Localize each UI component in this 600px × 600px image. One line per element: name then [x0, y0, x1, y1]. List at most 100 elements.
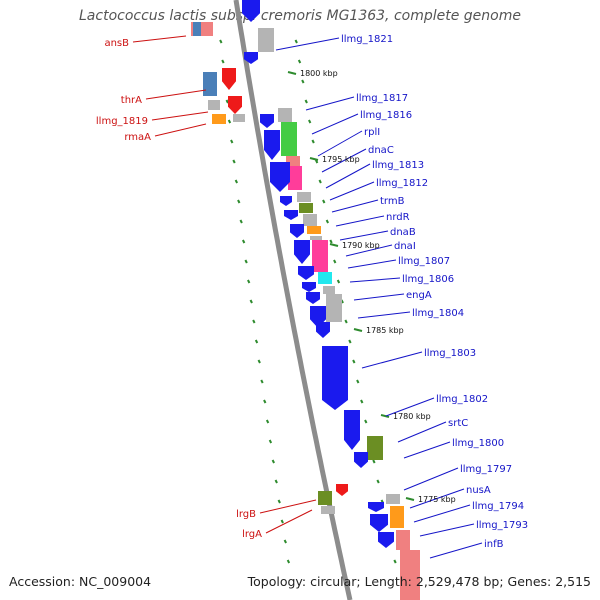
forward-leader-line	[321, 148, 367, 173]
forward-gene-label: llmg_1803	[424, 348, 476, 359]
reverse-leader-line	[154, 123, 207, 137]
reverse-gene-label: thrA	[121, 95, 142, 106]
forward-leader-line	[403, 467, 459, 491]
forward-leader-line	[409, 488, 465, 509]
gene-gray-block	[321, 506, 335, 514]
position-dash	[364, 419, 368, 424]
reverse-leader-line	[145, 89, 207, 100]
kbp-tick-label: 1790 kbp	[342, 241, 380, 250]
forward-gene-label: dnaC	[368, 145, 394, 156]
position-dash	[297, 59, 302, 64]
position-dash	[271, 459, 275, 464]
gene-salmon-block	[396, 530, 410, 550]
gene-red-arrow	[336, 484, 348, 496]
forward-gene-label: llmg_1802	[436, 394, 488, 405]
gene-salmon-block	[400, 550, 420, 600]
position-dash	[247, 279, 251, 284]
position-dash	[257, 359, 261, 364]
gene-gray-block	[323, 286, 335, 294]
topology-text: Topology: circular; Length: 2,529,478 bp…	[247, 574, 591, 589]
reverse-leader-line	[132, 35, 187, 43]
position-dash	[263, 399, 267, 404]
position-dash	[322, 199, 326, 204]
position-dash	[360, 399, 364, 404]
position-dash	[356, 379, 360, 384]
gene-pink-block	[288, 166, 302, 190]
position-dash	[283, 539, 287, 544]
forward-leader-line	[275, 37, 340, 51]
position-dash	[393, 559, 397, 564]
position-dash	[244, 259, 248, 264]
position-dash	[333, 259, 337, 264]
kbp-tick-label: 1775 kbp	[418, 495, 456, 504]
gene-gray-block	[326, 294, 342, 322]
gene-blue-arrow	[270, 162, 290, 192]
gene-steel-block	[203, 72, 217, 96]
gene-olive-block	[318, 491, 332, 505]
position-dash	[230, 139, 234, 144]
forward-leader-line	[329, 181, 375, 201]
position-dash	[372, 459, 376, 464]
kbp-tick-mark	[329, 243, 339, 247]
gene-blue-arrow	[306, 292, 320, 304]
position-dash	[274, 479, 278, 484]
gene-blue-arrow	[298, 266, 314, 280]
reverse-leader-line	[151, 111, 209, 121]
gene-blue-arrow	[284, 210, 298, 220]
forward-leader-line	[385, 397, 435, 417]
position-dash	[311, 139, 315, 144]
position-dash	[265, 419, 270, 424]
forward-gene-label: llmg_1812	[376, 178, 428, 189]
label-layer: 1800 kbp 1795 kbp 1790 kbp 1785 kbp 1780 kbp…	[96, 34, 528, 550]
reverse-leader-line	[259, 499, 317, 514]
leader-layer	[132, 35, 483, 559]
position-dash	[329, 239, 333, 244]
forward-gene-label: dnaI	[394, 241, 416, 252]
kbp-tick-label: 1785 kbp	[366, 326, 404, 335]
genome-title: Lactococcus lactis subsp. cremoris MG136…	[79, 8, 521, 24]
position-dash	[286, 559, 291, 564]
position-dash	[232, 159, 236, 164]
kbp-tick-mark	[287, 71, 297, 75]
forward-gene-label: infB	[484, 539, 504, 550]
gene-blue-arrow	[244, 52, 258, 64]
forward-leader-line	[429, 542, 483, 559]
forward-gene-label: llmg_1816	[360, 110, 412, 121]
forward-leader-line	[339, 230, 389, 241]
gene-blue-arrow	[344, 410, 360, 450]
forward-gene-label: nusA	[466, 485, 491, 496]
position-dash	[249, 299, 253, 304]
forward-gene-label: llmg_1813	[372, 160, 424, 171]
forward-leader-line	[349, 277, 401, 283]
reverse-leader-line	[265, 509, 313, 534]
gene-orange-block	[390, 506, 404, 528]
forward-leader-line	[345, 244, 393, 257]
gene-blue-arrow	[242, 0, 260, 22]
forward-gene-label: llmg_1793	[476, 520, 528, 531]
reverse-gene-label: llmg_1819	[96, 116, 148, 127]
kbp-tick-mark	[380, 414, 390, 418]
forward-gene-label: llmg_1804	[412, 308, 464, 319]
position-dash	[280, 519, 284, 524]
gene-salmon-block	[286, 156, 300, 166]
gene-olive-block	[299, 203, 313, 213]
forward-gene-label: trmB	[380, 196, 405, 207]
forward-leader-line	[353, 293, 405, 301]
position-dash	[344, 319, 348, 324]
position-dash	[227, 119, 232, 124]
reverse-gene-label: lrgA	[242, 529, 262, 540]
gene-gray-block	[303, 214, 317, 226]
gene-cyan-block	[318, 272, 332, 284]
reverse-gene-label: rmaA	[124, 132, 151, 143]
position-dash	[301, 79, 305, 84]
position-dash	[376, 479, 380, 484]
forward-leader-line	[397, 421, 447, 443]
forward-leader-line	[317, 130, 363, 157]
gene-blue-arrow	[370, 514, 388, 532]
gene-red-arrow	[222, 68, 236, 90]
kbp-tick-mark	[405, 497, 415, 501]
position-dash	[268, 439, 273, 444]
position-dash	[304, 99, 308, 104]
forward-gene-label: llmg_1821	[341, 34, 393, 45]
